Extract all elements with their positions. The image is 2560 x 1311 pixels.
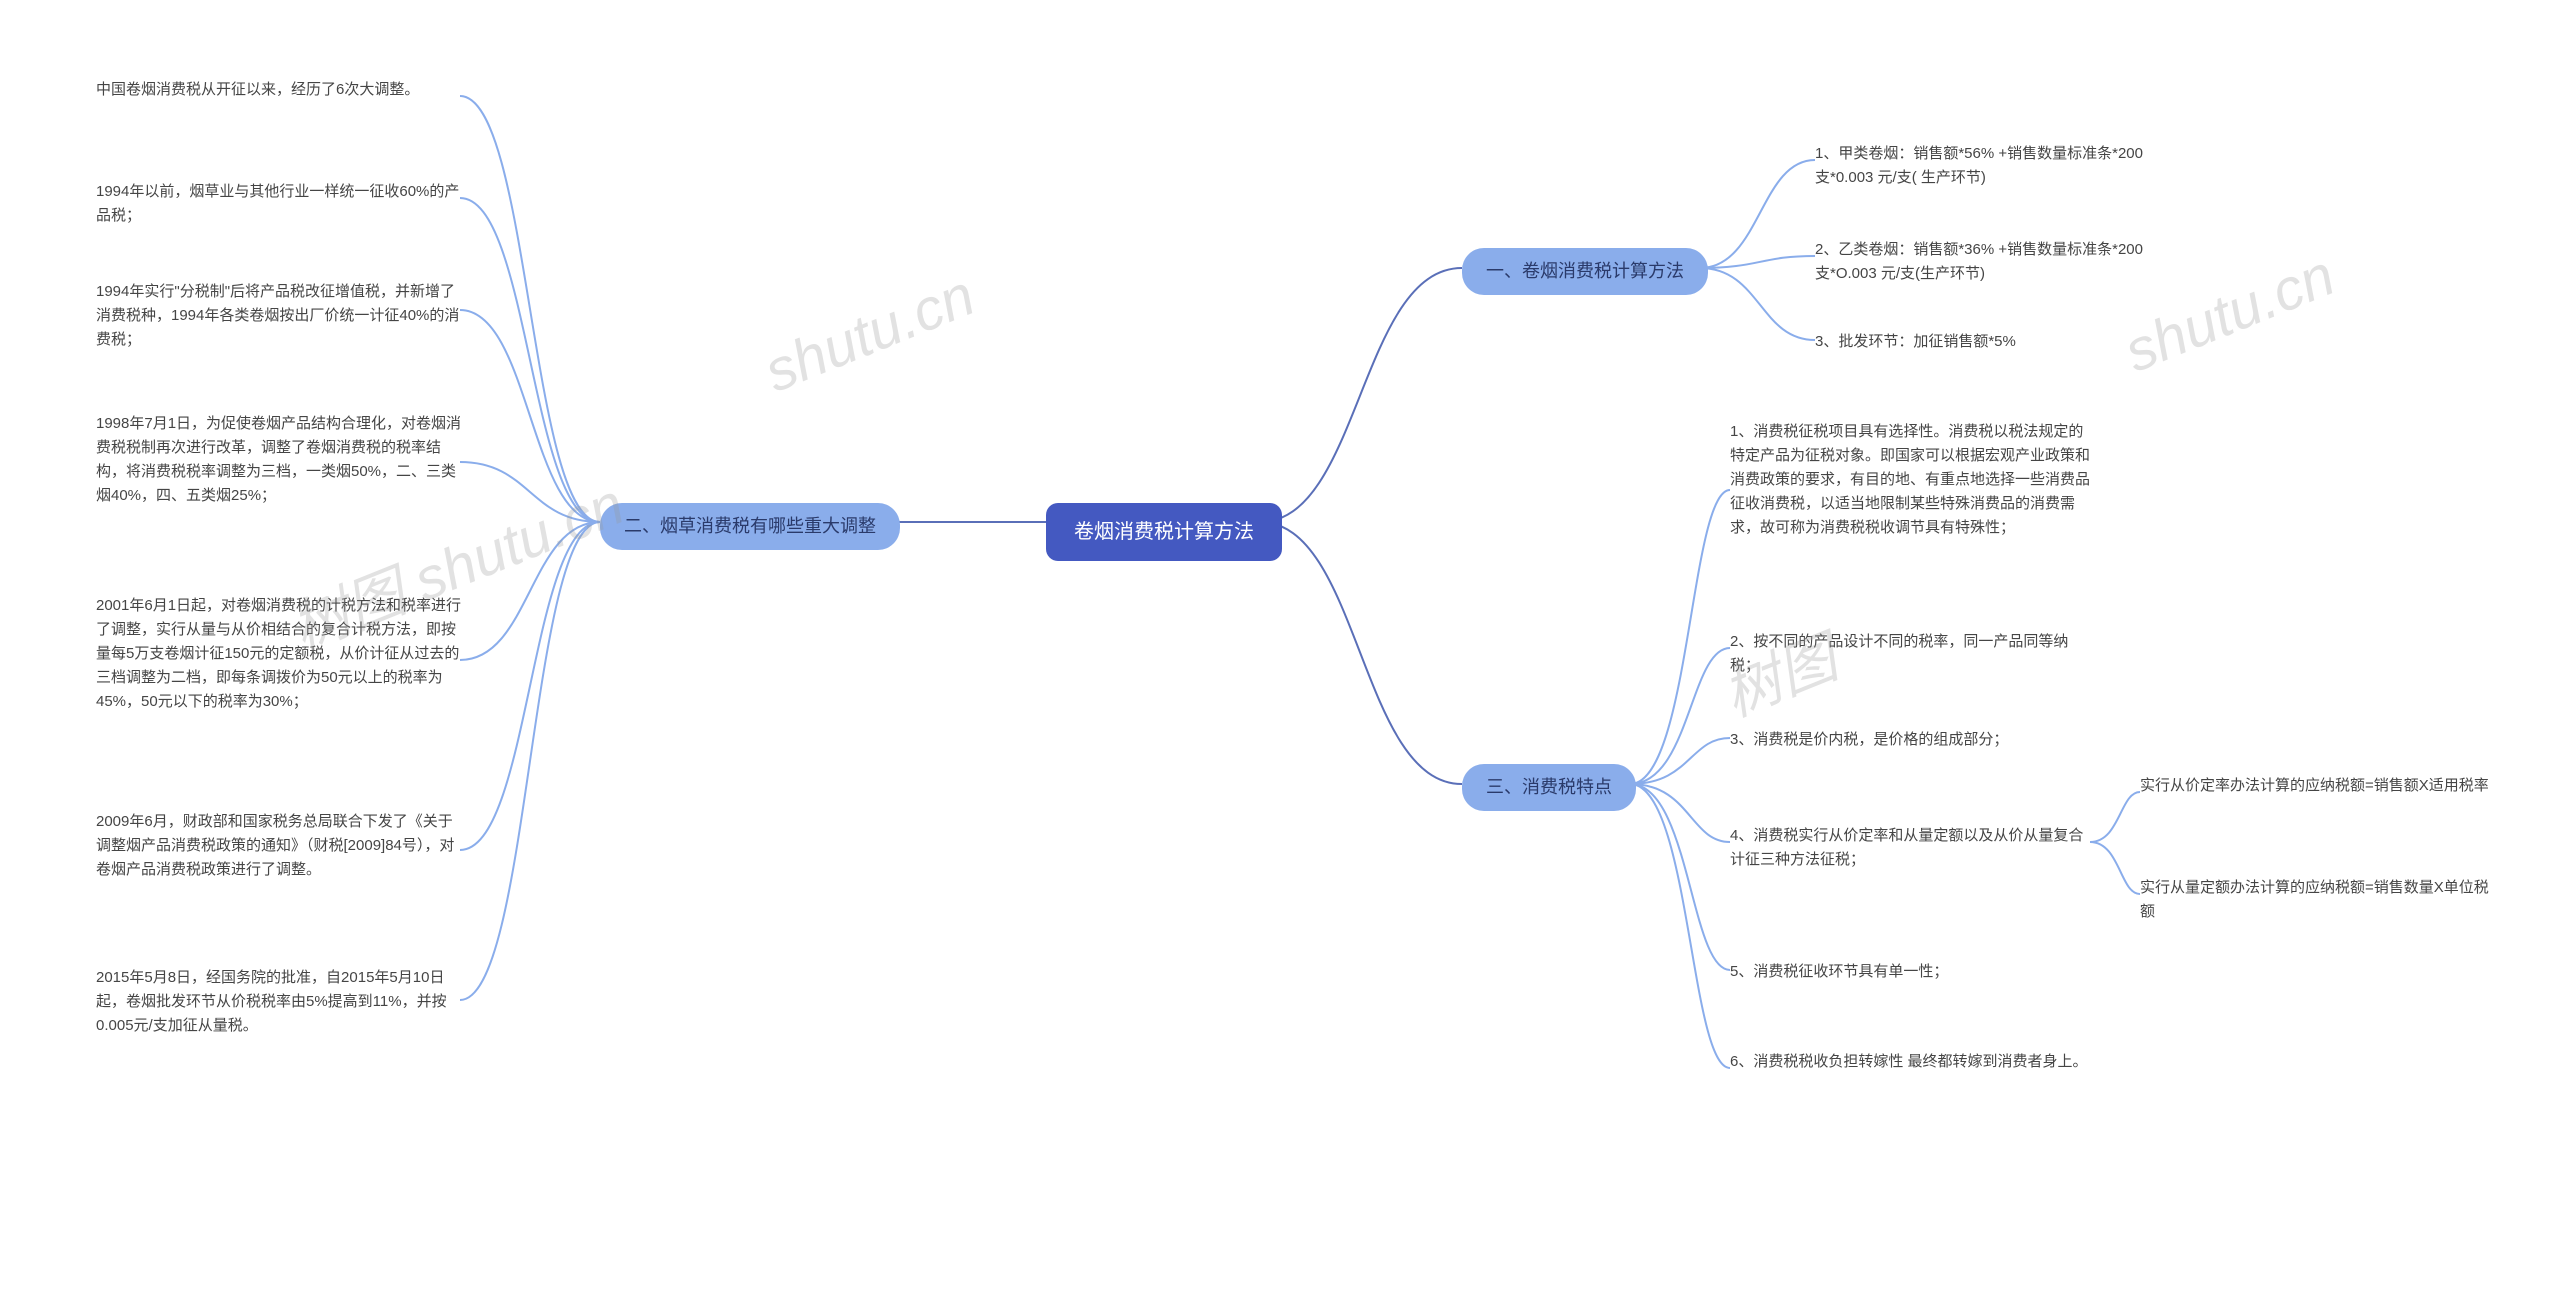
leaf-node: 3、消费税是价内税，是价格的组成部分； xyxy=(1730,728,2008,752)
leaf-node: 2015年5月8日，经国务院的批准，自2015年5月10日起，卷烟批发环节从价税… xyxy=(96,966,466,1038)
leaf-node: 1994年实行"分税制"后将产品税改征增值税，并新增了消费税种，1994年各类卷… xyxy=(96,280,466,352)
leaf-node: 1、消费税征税项目具有选择性。消费税以税法规定的特定产品为征税对象。即国家可以根… xyxy=(1730,420,2090,540)
leaf-node: 5、消费税征收环节具有单一性； xyxy=(1730,960,1948,984)
branch-node-1[interactable]: 一、卷烟消费税计算方法 xyxy=(1462,248,1708,295)
leaf-node: 2、按不同的产品设计不同的税率，同一产品同等纳税； xyxy=(1730,630,2090,678)
leaf-node: 1994年以前，烟草业与其他行业一样统一征收60%的产品税； xyxy=(96,180,466,228)
leaf-node: 2009年6月，财政部和国家税务总局联合下发了《关于调整烟产品消费税政策的通知》… xyxy=(96,810,466,882)
branch-node-2[interactable]: 二、烟草消费税有哪些重大调整 xyxy=(600,503,900,550)
leaf-node: 3、批发环节：加征销售额*5% xyxy=(1815,330,2016,354)
branch-node-3[interactable]: 三、消费税特点 xyxy=(1462,764,1636,811)
leaf-node: 2、乙类卷烟：销售额*36% +销售数量标准条*200支*O.003 元/支(生… xyxy=(1815,238,2155,286)
leaf-node: 1、甲类卷烟：销售额*56% +销售数量标准条*200支*0.003 元/支( … xyxy=(1815,142,2155,190)
leaf-node: 6、消费税税收负担转嫁性 最终都转嫁到消费者身上。 xyxy=(1730,1050,2088,1074)
watermark: shutu.cn xyxy=(755,261,983,405)
leaf-node: 实行从价定率办法计算的应纳税额=销售额X适用税率 xyxy=(2140,774,2489,798)
leaf-node: 实行从量定额办法计算的应纳税额=销售数量X单位税额 xyxy=(2140,876,2500,924)
mindmap-central-node[interactable]: 卷烟消费税计算方法 xyxy=(1046,503,1282,561)
leaf-node: 2001年6月1日起，对卷烟消费税的计税方法和税率进行了调整，实行从量与从价相结… xyxy=(96,594,466,714)
leaf-node: 4、消费税实行从价定率和从量定额以及从价从量复合计征三种方法征税； xyxy=(1730,824,2090,872)
leaf-node: 中国卷烟消费税从开征以来，经历了6次大调整。 xyxy=(96,78,419,102)
leaf-node: 1998年7月1日，为促使卷烟产品结构合理化，对卷烟消费税税制再次进行改革，调整… xyxy=(96,412,466,508)
